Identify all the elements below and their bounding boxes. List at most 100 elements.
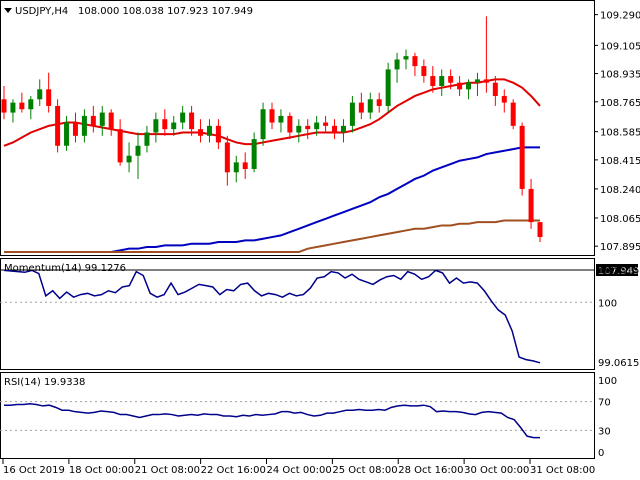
candle <box>269 102 275 130</box>
candle-body <box>430 76 436 87</box>
candle-body <box>28 99 34 110</box>
candle <box>519 122 525 196</box>
main-price-panel[interactable] <box>0 0 595 256</box>
candle-body <box>466 82 472 90</box>
candle-body <box>385 69 391 106</box>
candle-body <box>358 102 364 113</box>
candle-body <box>367 99 373 113</box>
price-tick-label: 108.765 <box>600 98 640 109</box>
candle-body <box>126 155 132 163</box>
candlesticks <box>1 16 543 243</box>
momentum-label: Momentum(14) 99.1276 <box>4 263 126 274</box>
current-price-tag <box>596 264 638 276</box>
candle <box>198 119 204 143</box>
candle <box>323 115 329 133</box>
candle <box>394 52 400 83</box>
price-tick-label: 108.935 <box>600 70 640 81</box>
candle-body <box>144 132 150 146</box>
momentum-indicator: 100.5159 100 99.0615 <box>0 265 640 369</box>
candle-body <box>278 115 284 123</box>
price-tick-label: 109.105 <box>600 41 640 52</box>
candle-body <box>64 122 70 146</box>
candle <box>126 142 132 173</box>
price-tick-label: 108.065 <box>600 214 640 225</box>
candle <box>367 92 373 120</box>
momentum-panel[interactable] <box>0 258 595 370</box>
candle <box>466 79 472 100</box>
candle-body <box>412 56 418 67</box>
rsi-panel[interactable] <box>0 372 595 459</box>
candle-body <box>153 119 159 133</box>
momentum-line <box>3 269 541 364</box>
candle-body <box>19 102 25 110</box>
candle <box>421 59 427 83</box>
candle <box>474 72 480 96</box>
symbol-header: USDJPY,H4 108.000 108.038 107.923 107.94… <box>4 6 253 17</box>
candle-body <box>332 125 338 133</box>
current-price-label: 107.949 <box>598 266 639 277</box>
candle-body <box>206 125 212 136</box>
time-tick-label: 16 Oct 2019 <box>3 465 65 476</box>
price-tick-label: 108.585 <box>600 128 640 139</box>
candle <box>385 62 391 113</box>
candle-body <box>260 109 266 140</box>
candle <box>278 109 284 133</box>
symbol-label: USDJPY,H4 <box>15 6 68 17</box>
candle <box>528 178 534 229</box>
time-tick-label: 31 Oct 08:00 <box>530 465 595 476</box>
candle <box>99 105 105 136</box>
candle <box>1 86 7 120</box>
candle-body <box>269 109 275 123</box>
rsi-tick-label: 70 <box>598 398 611 409</box>
rsi-line <box>4 403 540 439</box>
rsi-tick-label: 30 <box>598 426 611 437</box>
moving-average-line <box>4 219 540 253</box>
dropdown-triangle-icon[interactable] <box>4 8 12 13</box>
time-axis: 16 Oct 2019 18 Oct 00:00 21 Oct 08:00 22 Oc… <box>2 459 595 476</box>
candle-body <box>198 129 204 136</box>
candle-body <box>287 115 293 133</box>
candle-body <box>81 115 87 136</box>
time-tick-label: 30 Oct 00:00 <box>464 465 529 476</box>
candle <box>144 125 150 153</box>
candle-body <box>233 162 239 173</box>
candle-body <box>510 102 516 126</box>
candle-body <box>296 125 302 133</box>
candle <box>206 119 212 143</box>
candle-body <box>251 139 257 170</box>
candle <box>72 112 78 143</box>
candle-body <box>171 122 177 130</box>
candle-body <box>55 105 61 146</box>
candle-body <box>537 222 543 238</box>
candle-body <box>492 82 498 96</box>
time-tick-label: 25 Oct 08:00 <box>332 465 397 476</box>
candle <box>233 155 239 183</box>
candle <box>305 119 311 140</box>
candle <box>81 109 87 143</box>
candle <box>492 76 498 106</box>
time-tick-label: 28 Oct 16:00 <box>398 465 463 476</box>
price-axis: 109.290 109.105 108.935 108.765 108.585 108.4… <box>595 11 640 253</box>
candle <box>19 92 25 113</box>
candle-body <box>394 59 400 70</box>
candle-body <box>421 66 427 77</box>
candle-body <box>340 125 346 133</box>
candle-body <box>474 79 480 83</box>
time-tick-label: 24 Oct 00:00 <box>267 465 332 476</box>
candle-body <box>448 76 454 83</box>
candle <box>90 105 96 133</box>
candle <box>287 112 293 140</box>
candle <box>430 66 436 93</box>
candle-body <box>37 89 43 100</box>
candle-body <box>305 125 311 130</box>
candle-body <box>72 122 78 136</box>
price-tick-label: 108.415 <box>600 156 640 167</box>
ohlc-values: 108.000 108.038 107.923 107.949 <box>78 6 253 17</box>
candle-body <box>483 79 489 83</box>
candle <box>439 69 445 96</box>
candle-body <box>46 89 52 106</box>
candle-body <box>501 95 507 103</box>
candle <box>412 52 418 77</box>
candle <box>162 109 168 136</box>
candle-body <box>242 162 248 170</box>
